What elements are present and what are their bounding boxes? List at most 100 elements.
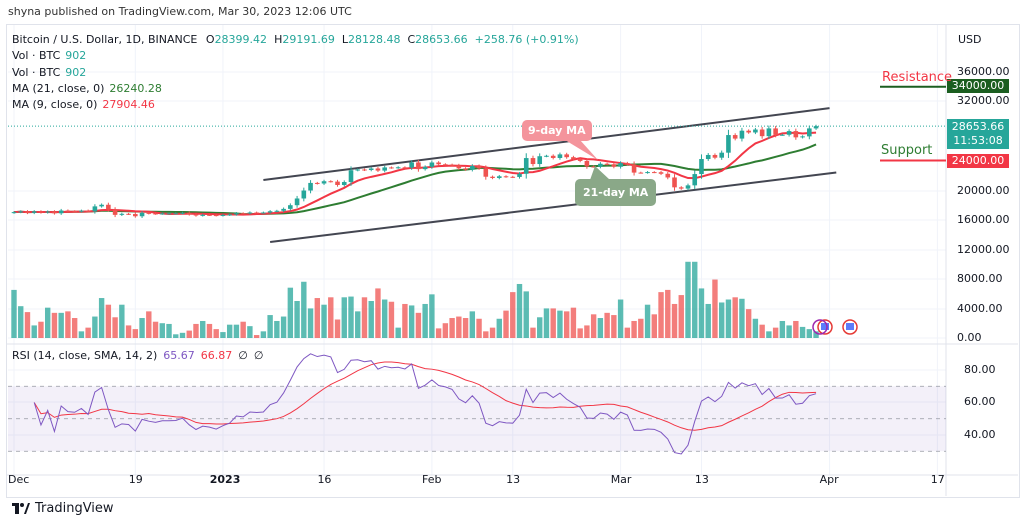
candle-body bbox=[571, 157, 576, 160]
volume-bar bbox=[793, 320, 799, 338]
volume-bar bbox=[631, 320, 637, 338]
candle-body bbox=[375, 168, 381, 171]
volume-bar bbox=[65, 311, 71, 338]
volume-bar bbox=[179, 332, 186, 338]
candle-body bbox=[517, 173, 522, 177]
candle-body bbox=[544, 155, 549, 157]
symbol-title[interactable]: Bitcoin / U.S. Dollar, 1D, BINANCE bbox=[12, 33, 198, 46]
trendlines bbox=[263, 85, 946, 243]
volume-bar bbox=[550, 308, 556, 338]
ma21-row[interactable]: MA (21, close, 0) 26240.28 bbox=[12, 81, 579, 97]
candle-body bbox=[261, 212, 266, 214]
candle-body bbox=[92, 206, 98, 212]
candle-body bbox=[99, 204, 104, 207]
volume-bar bbox=[71, 318, 78, 338]
volume-bar bbox=[132, 329, 139, 338]
ma9-row[interactable]: MA (9, close, 0) 27904.46 bbox=[12, 97, 579, 113]
volume-bar bbox=[247, 326, 253, 338]
ma21-value: 26240.28 bbox=[109, 81, 162, 95]
moving-averages bbox=[13, 131, 817, 216]
candle-body bbox=[328, 181, 334, 183]
volume-bar bbox=[45, 307, 51, 338]
volume-bar bbox=[719, 302, 725, 338]
rsi-na-2: ∅ bbox=[253, 349, 264, 362]
volume-bar bbox=[611, 315, 617, 338]
rsi-lines bbox=[33, 353, 817, 455]
volume-bar bbox=[617, 299, 624, 338]
time-axis-label: 16 bbox=[317, 473, 332, 486]
candle-body bbox=[126, 213, 131, 215]
volume-bar bbox=[698, 288, 705, 338]
currency-label[interactable]: USD bbox=[958, 33, 982, 46]
rsi-value: 65.67 bbox=[163, 349, 195, 362]
candle-body bbox=[753, 129, 758, 133]
volume-bar bbox=[382, 299, 388, 338]
candle-body bbox=[672, 177, 677, 188]
footer-brand[interactable]: TradingView bbox=[12, 501, 114, 516]
time-axis-label: Feb bbox=[421, 473, 442, 486]
candle-body bbox=[281, 208, 286, 211]
candle-body bbox=[85, 210, 91, 212]
volume-bar bbox=[112, 317, 118, 338]
volume-bar bbox=[98, 298, 105, 338]
candle-body bbox=[186, 212, 192, 215]
price-axis-label: 4000.00 bbox=[957, 302, 1003, 315]
last-price: 28653.66 bbox=[951, 120, 1005, 133]
volume-bar bbox=[462, 318, 469, 338]
price-axis-label: 0.00 bbox=[957, 331, 982, 344]
candle-body bbox=[611, 164, 617, 167]
upper-channel-trendline bbox=[263, 107, 830, 182]
vol-row-1[interactable]: Vol · BTC 902 bbox=[12, 48, 579, 64]
candle-body bbox=[112, 209, 118, 215]
publish-info: shyna published on TradingView.com, Mar … bbox=[8, 5, 352, 18]
rsi-legend[interactable]: RSI (14, close, SMA, 14, 2) 65.67 66.87 ∅ ∅ bbox=[12, 349, 269, 362]
candle-body bbox=[584, 160, 590, 167]
volume-bar bbox=[58, 312, 64, 338]
volume-bar bbox=[644, 304, 651, 338]
candle-body bbox=[227, 214, 232, 216]
candle-body bbox=[274, 210, 280, 212]
price-axis-label: 12000.00 bbox=[957, 243, 1010, 256]
volume-bar bbox=[388, 301, 395, 338]
time-axis-label: Apr bbox=[819, 473, 839, 486]
volume-bar bbox=[584, 325, 590, 338]
volume-bar bbox=[503, 310, 509, 338]
volume-bar bbox=[280, 316, 287, 338]
rsi-axis-label: 40.00 bbox=[964, 428, 996, 441]
volume-bar bbox=[671, 303, 678, 338]
volume-bar bbox=[240, 321, 246, 338]
ma9-value: 27904.46 bbox=[102, 98, 155, 112]
vol-row-2[interactable]: Vol · BTC 902 bbox=[12, 65, 579, 81]
high-value: 29191.69 bbox=[282, 33, 335, 46]
volume-bar bbox=[732, 297, 738, 338]
volume-bar bbox=[510, 292, 516, 338]
candle-body bbox=[685, 185, 691, 189]
volume-bar bbox=[200, 320, 206, 338]
volume-bar bbox=[85, 327, 91, 338]
candle-body bbox=[416, 162, 421, 170]
support-label: Support bbox=[881, 143, 933, 158]
ma9-label: MA (9, close, 0) bbox=[12, 98, 98, 112]
volume-bar bbox=[570, 307, 577, 338]
volume-bar bbox=[456, 316, 462, 338]
candle-body bbox=[645, 172, 650, 174]
candle-body bbox=[153, 213, 158, 215]
price-axis-label: 36000.00 bbox=[957, 65, 1010, 78]
volume-bar bbox=[395, 327, 401, 338]
candle-body bbox=[470, 165, 475, 170]
candle-body bbox=[807, 128, 812, 137]
candle-body bbox=[625, 163, 630, 165]
candle-body bbox=[449, 164, 455, 166]
candle-body bbox=[362, 169, 367, 171]
candle-body bbox=[443, 164, 448, 166]
candle-body bbox=[200, 214, 206, 216]
candle-body bbox=[193, 214, 199, 216]
candle-body bbox=[72, 211, 77, 213]
candle-body bbox=[288, 205, 293, 209]
volume-bar bbox=[496, 318, 502, 338]
candle-body bbox=[652, 172, 657, 174]
candle-body bbox=[577, 159, 583, 161]
tradingview-logo-icon bbox=[12, 503, 30, 514]
ohlc-row: Bitcoin / U.S. Dollar, 1D, BINANCE O2839… bbox=[12, 32, 579, 48]
